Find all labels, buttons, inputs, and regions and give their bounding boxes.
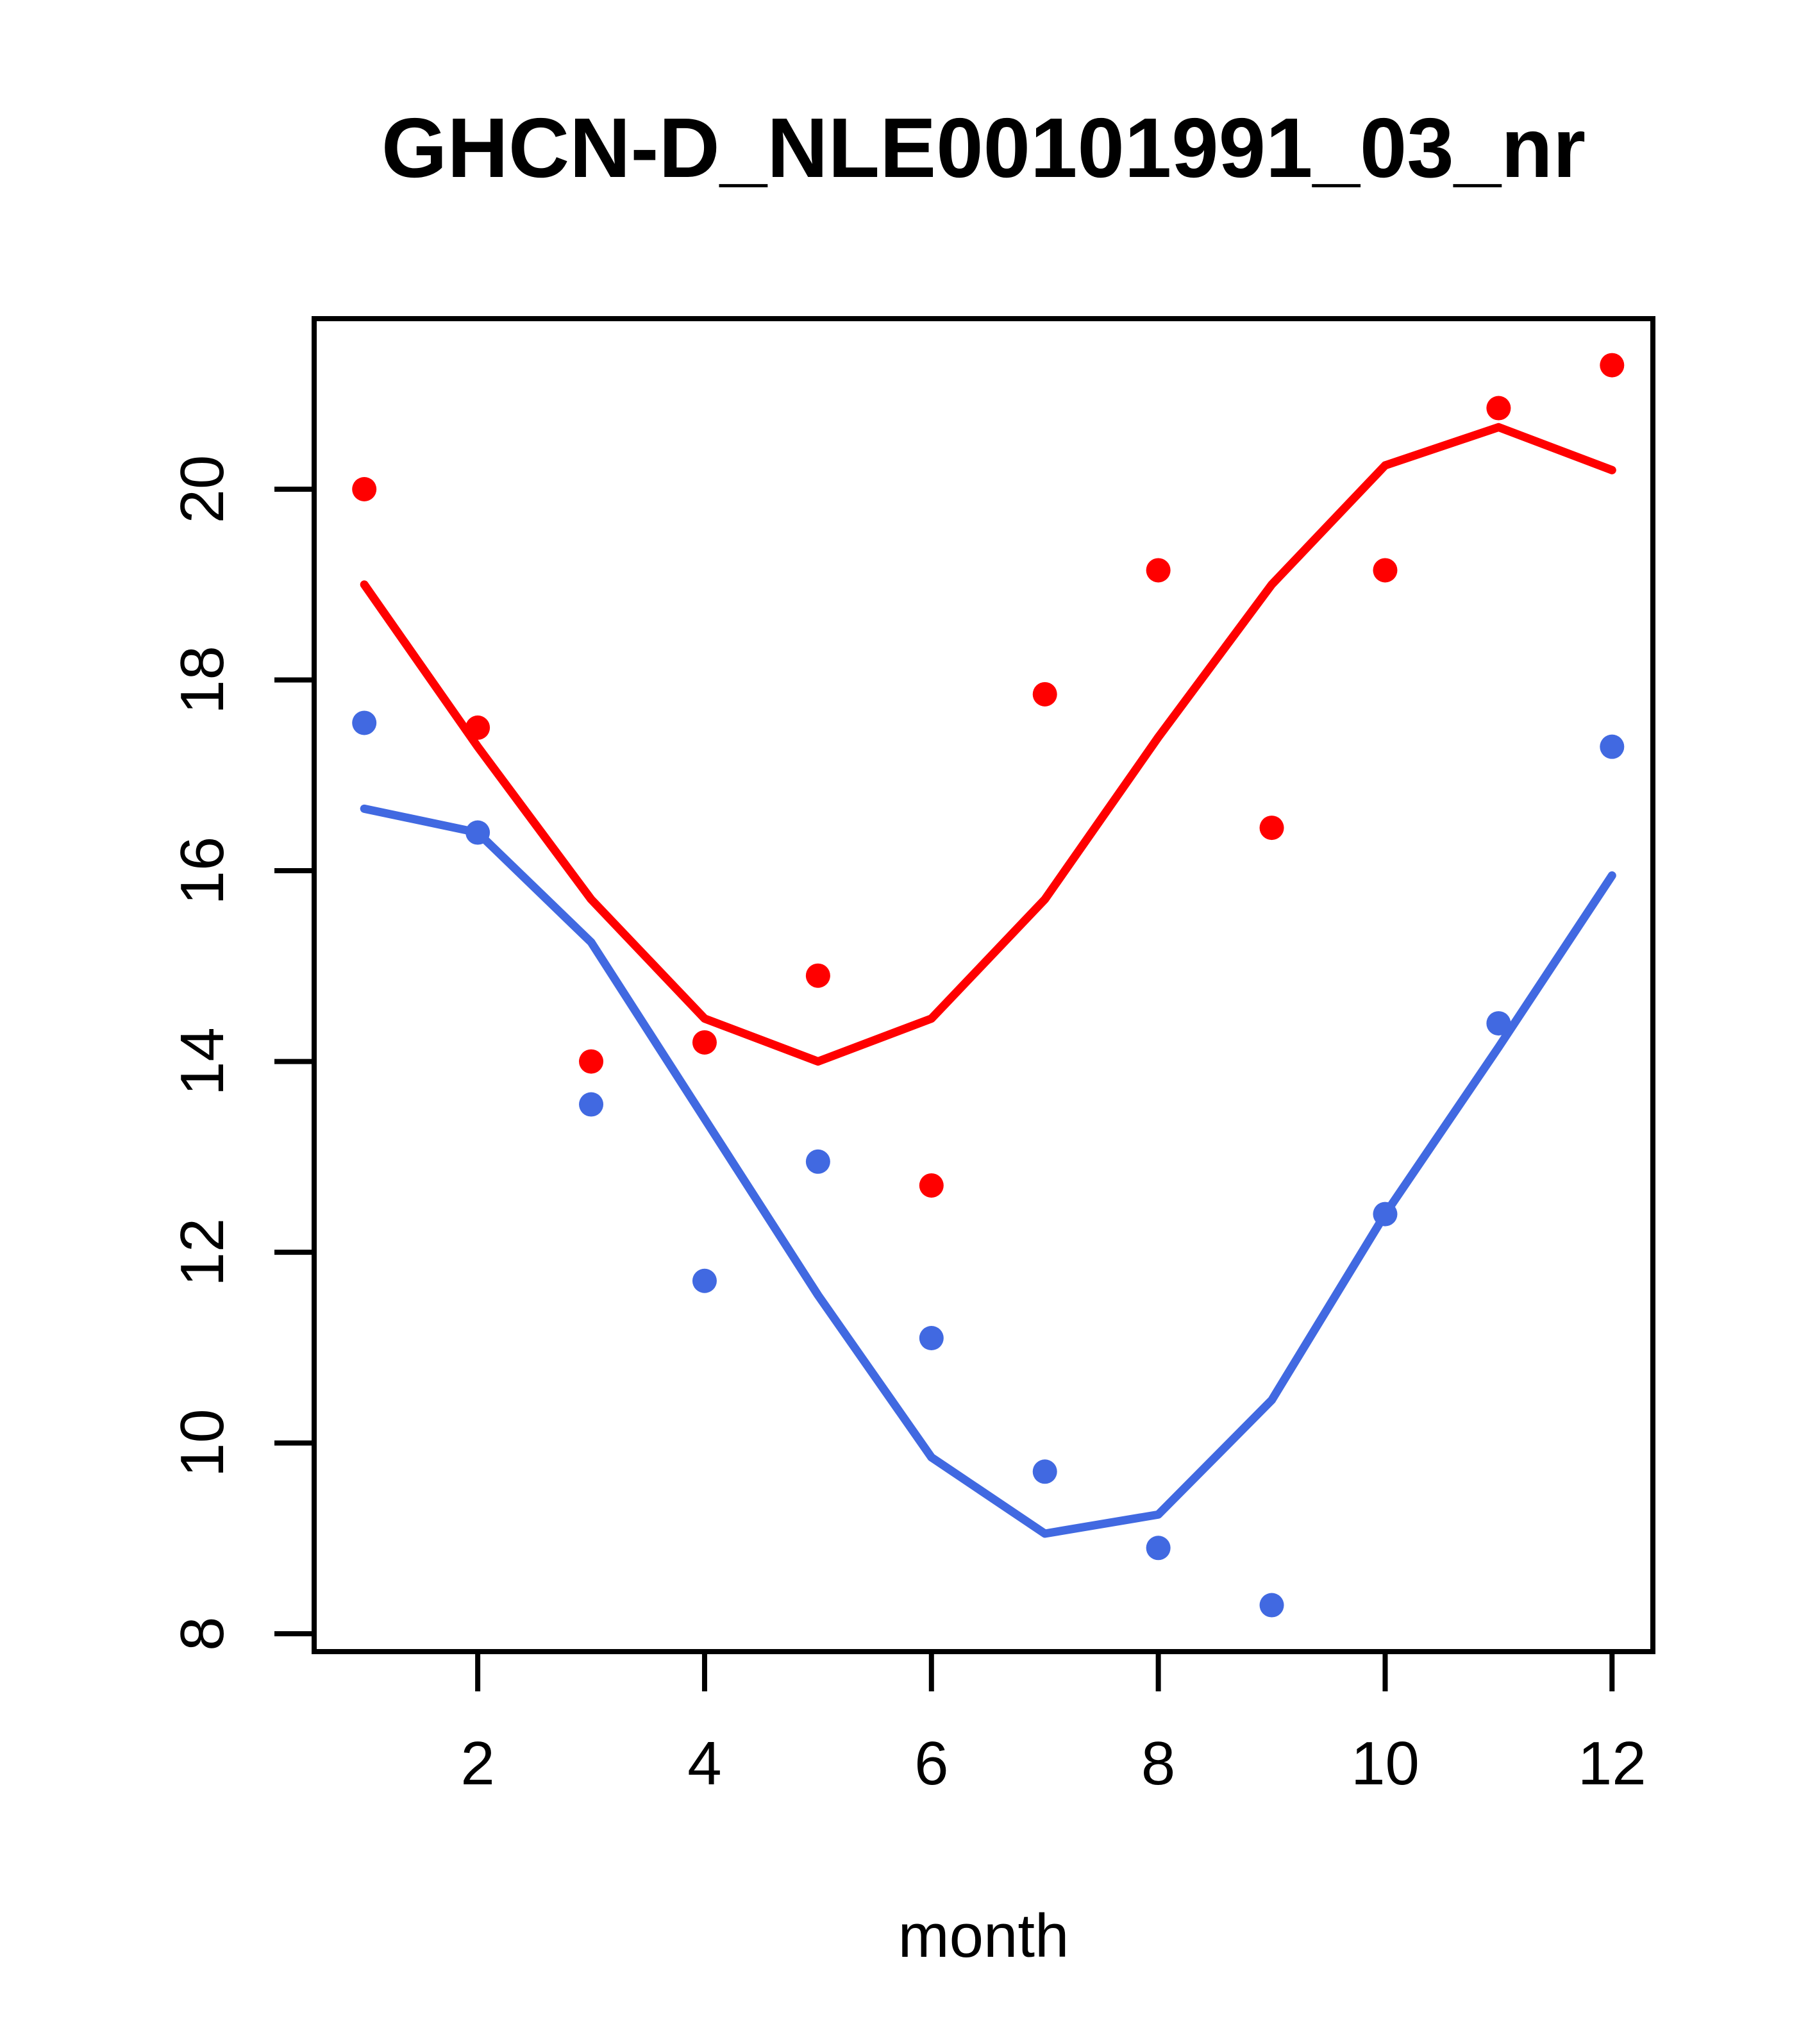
y-tick-label: 12 [168,1218,237,1287]
blue-point [692,1268,717,1293]
blue-point [1259,1593,1284,1618]
blue-line [360,804,1616,1538]
x-tick-label: 8 [1141,1729,1175,1798]
blue-point [1373,1202,1398,1227]
red-point [352,476,377,501]
blue-point [579,1092,604,1117]
y-tick-label: 10 [168,1409,237,1477]
red-point [805,963,830,988]
blue-point [1600,734,1625,759]
red-point [1486,396,1511,421]
red-point [1259,816,1284,841]
y-tick-label: 18 [168,646,237,714]
y-tick-label: 8 [168,1616,237,1650]
x-tick-label: 4 [687,1729,721,1798]
red-point [579,1049,604,1074]
blue-point [1146,1536,1171,1561]
blue-point [805,1149,830,1174]
y-tick-label: 20 [168,455,237,524]
red-point [465,715,490,740]
blue-point [465,820,490,845]
red-point [1373,558,1398,583]
x-tick-label: 10 [1351,1729,1419,1798]
blue-point [1486,1011,1511,1036]
red-line [360,423,1616,1066]
red-point [1032,682,1057,707]
plot-box [312,316,1655,1654]
red-point [692,1030,717,1055]
red-point [919,1173,944,1198]
x-tick-label: 6 [914,1729,948,1798]
red-point [1146,558,1171,583]
red-point [1600,353,1625,378]
x-axis-label: month [898,1902,1069,1970]
x-tick-label: 2 [460,1729,494,1798]
y-tick-label: 16 [168,837,237,905]
y-tick-label: 14 [168,1027,237,1096]
chart-title: GHCN-D_NLE00101991_03_nr [381,101,1586,195]
blue-point [352,710,377,735]
blue-point [1032,1459,1057,1484]
x-tick-label: 12 [1578,1729,1646,1798]
blue-point [919,1326,944,1351]
